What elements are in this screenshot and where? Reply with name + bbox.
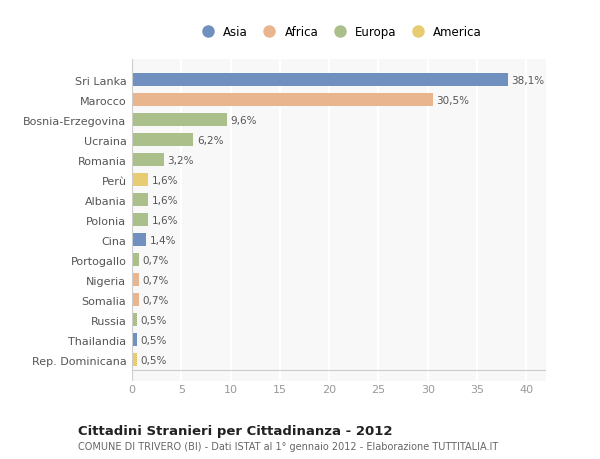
Bar <box>132 214 148 227</box>
Text: 30,5%: 30,5% <box>437 96 470 106</box>
Bar <box>132 114 227 127</box>
Text: 1,6%: 1,6% <box>152 175 178 185</box>
Bar <box>132 94 433 107</box>
Bar <box>132 353 137 366</box>
Bar <box>132 294 139 307</box>
Text: 1,6%: 1,6% <box>152 196 178 205</box>
Text: 1,4%: 1,4% <box>150 235 176 245</box>
Text: 0,5%: 0,5% <box>141 335 167 345</box>
Bar <box>132 154 164 167</box>
Bar <box>132 194 148 207</box>
Bar <box>132 254 139 267</box>
Text: 0,7%: 0,7% <box>143 275 169 285</box>
Text: Cittadini Stranieri per Cittadinanza - 2012: Cittadini Stranieri per Cittadinanza - 2… <box>78 424 392 437</box>
Text: 0,5%: 0,5% <box>141 355 167 365</box>
Text: COMUNE DI TRIVERO (BI) - Dati ISTAT al 1° gennaio 2012 - Elaborazione TUTTITALIA: COMUNE DI TRIVERO (BI) - Dati ISTAT al 1… <box>78 441 498 451</box>
Bar <box>132 334 137 347</box>
Text: 6,2%: 6,2% <box>197 135 224 146</box>
Bar <box>132 74 508 87</box>
Bar <box>132 234 146 247</box>
Bar <box>132 274 139 286</box>
Bar <box>132 313 137 326</box>
Bar <box>132 134 193 147</box>
Text: 3,2%: 3,2% <box>167 156 194 166</box>
Bar <box>132 174 148 187</box>
Text: 1,6%: 1,6% <box>152 215 178 225</box>
Text: 0,5%: 0,5% <box>141 315 167 325</box>
Legend: Asia, Africa, Europa, America: Asia, Africa, Europa, America <box>194 24 484 41</box>
Text: 9,6%: 9,6% <box>230 116 257 126</box>
Text: 0,7%: 0,7% <box>143 295 169 305</box>
Text: 0,7%: 0,7% <box>143 255 169 265</box>
Text: 38,1%: 38,1% <box>511 76 545 86</box>
